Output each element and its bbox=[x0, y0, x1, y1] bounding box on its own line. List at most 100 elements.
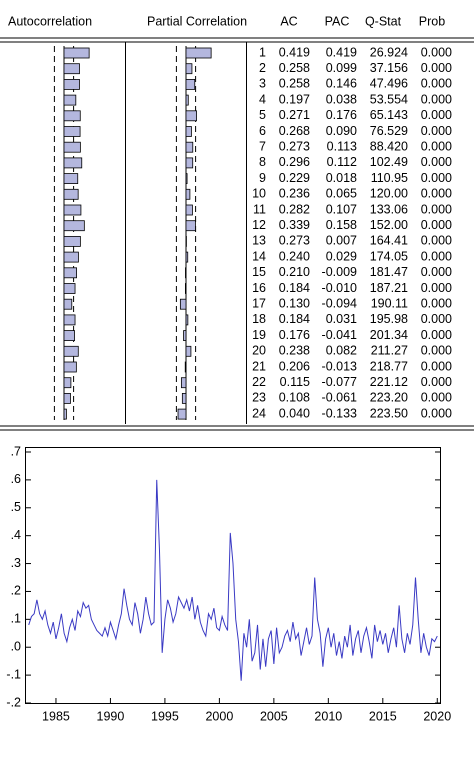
stat-value: -0.077 bbox=[322, 375, 357, 389]
y-tick-label: .0 bbox=[11, 640, 21, 654]
stat-value: 0.240 bbox=[279, 249, 310, 263]
lag-label: 7 bbox=[259, 139, 266, 153]
stat-value: 0.000 bbox=[421, 139, 452, 153]
lag-label: 11 bbox=[253, 202, 266, 216]
stat-value: 0.000 bbox=[421, 312, 452, 326]
stat-value: 0.000 bbox=[421, 359, 452, 373]
correlation-bar bbox=[185, 267, 187, 279]
stat-value: 0.419 bbox=[326, 45, 357, 59]
correlation-bar bbox=[185, 47, 212, 59]
lag-label: 1 bbox=[259, 45, 266, 59]
correlation-bar bbox=[63, 173, 79, 185]
lag-label: 13 bbox=[252, 234, 266, 248]
stat-value: 76.529 bbox=[370, 124, 408, 138]
x-tick-label: 1985 bbox=[42, 709, 70, 723]
correlation-bar bbox=[63, 267, 78, 279]
lag-label: 23 bbox=[252, 391, 266, 405]
stat-value: 0.273 bbox=[279, 234, 310, 248]
lag-label: 12 bbox=[252, 218, 266, 232]
stat-value: 0.029 bbox=[326, 249, 357, 263]
x-tick-label: 1995 bbox=[151, 709, 179, 723]
stat-value: 0.000 bbox=[421, 218, 452, 232]
stat-value: 221.12 bbox=[370, 375, 408, 389]
stat-value: 0.197 bbox=[279, 92, 310, 106]
correlation-bar bbox=[185, 157, 194, 169]
column-header: Partial Correlation bbox=[147, 14, 247, 28]
stat-value: 0.130 bbox=[279, 296, 310, 310]
stat-value: 65.143 bbox=[370, 108, 408, 122]
stat-value: 0.000 bbox=[421, 265, 452, 279]
correlation-bar bbox=[63, 47, 90, 59]
stat-value: 0.158 bbox=[326, 218, 357, 232]
stat-value: 0.000 bbox=[421, 328, 452, 342]
stat-value: 0.115 bbox=[280, 375, 310, 389]
y-tick-label: .7 bbox=[11, 444, 21, 458]
stat-value: -0.010 bbox=[322, 281, 357, 295]
stat-value: 0.018 bbox=[326, 171, 357, 185]
stat-value: 0.210 bbox=[279, 265, 310, 279]
correlation-bar bbox=[63, 283, 76, 294]
stat-value: 152.00 bbox=[370, 218, 408, 232]
stat-value: 0.065 bbox=[326, 187, 357, 201]
lag-label: 18 bbox=[252, 312, 266, 326]
stat-value: 211.27 bbox=[371, 344, 408, 358]
stat-value: 47.496 bbox=[370, 77, 408, 91]
stat-value: -0.061 bbox=[322, 391, 357, 405]
correlation-bar bbox=[63, 188, 79, 200]
column-header: Prob bbox=[419, 14, 445, 28]
lag-label: 24 bbox=[252, 406, 266, 420]
correlation-bar bbox=[185, 204, 193, 216]
correlation-bar bbox=[185, 94, 189, 106]
lag-label: 2 bbox=[259, 61, 266, 75]
correlation-bar bbox=[63, 314, 76, 326]
stat-value: -0.041 bbox=[322, 328, 357, 342]
correlation-bar bbox=[181, 392, 187, 404]
stat-value: 223.50 bbox=[370, 406, 408, 420]
stat-value: 0.000 bbox=[421, 391, 452, 405]
stat-value: 0.090 bbox=[326, 124, 357, 138]
stat-value: 0.000 bbox=[421, 92, 452, 106]
x-tick-label: 2020 bbox=[423, 709, 451, 723]
lag-label: 19 bbox=[252, 328, 266, 342]
correlation-bar bbox=[185, 188, 191, 200]
stat-value: 0.000 bbox=[421, 124, 452, 138]
stat-value: 0.296 bbox=[279, 155, 310, 169]
correlation-bar bbox=[63, 361, 77, 373]
correlation-bar bbox=[63, 392, 71, 404]
correlation-bar bbox=[179, 298, 187, 310]
stat-value: 0.229 bbox=[279, 171, 310, 185]
x-tick-label: 2010 bbox=[314, 709, 342, 723]
stat-value: 0.146 bbox=[326, 77, 357, 91]
stat-value: 133.06 bbox=[370, 202, 408, 216]
lag-label: 8 bbox=[259, 155, 266, 169]
stat-value: 0.000 bbox=[421, 61, 452, 75]
stat-value: 0.000 bbox=[421, 281, 452, 295]
y-tick-label: -.1 bbox=[6, 667, 21, 681]
column-header: Autocorrelation bbox=[8, 14, 92, 28]
y-tick-label: .4 bbox=[11, 528, 21, 542]
x-tick-label: 2015 bbox=[369, 709, 397, 723]
column-header: Q-Stat bbox=[365, 14, 402, 28]
stat-value: 0.000 bbox=[421, 202, 452, 216]
stat-value: 0.238 bbox=[279, 344, 310, 358]
stat-value: 0.282 bbox=[279, 202, 310, 216]
series-line bbox=[28, 479, 438, 681]
stat-value: -0.013 bbox=[322, 359, 357, 373]
stat-value: 0.184 bbox=[279, 281, 310, 295]
plot-frame bbox=[25, 447, 441, 704]
lag-label: 20 bbox=[252, 344, 266, 358]
correlation-bar bbox=[177, 408, 187, 420]
y-tick-label: .3 bbox=[11, 556, 21, 570]
stat-value: 218.77 bbox=[370, 359, 408, 373]
column-header: AC bbox=[280, 14, 297, 28]
y-tick-label: -.2 bbox=[6, 695, 21, 709]
stat-value: 0.000 bbox=[421, 296, 452, 310]
stat-value: 0.176 bbox=[326, 108, 357, 122]
correlation-bar bbox=[185, 79, 196, 90]
correlation-bar bbox=[63, 377, 72, 389]
stat-value: 0.031 bbox=[326, 312, 357, 326]
column-header: PAC bbox=[325, 14, 350, 28]
correlation-bar bbox=[180, 377, 187, 389]
correlation-bar bbox=[63, 126, 81, 137]
stat-value: 88.420 bbox=[370, 139, 408, 153]
